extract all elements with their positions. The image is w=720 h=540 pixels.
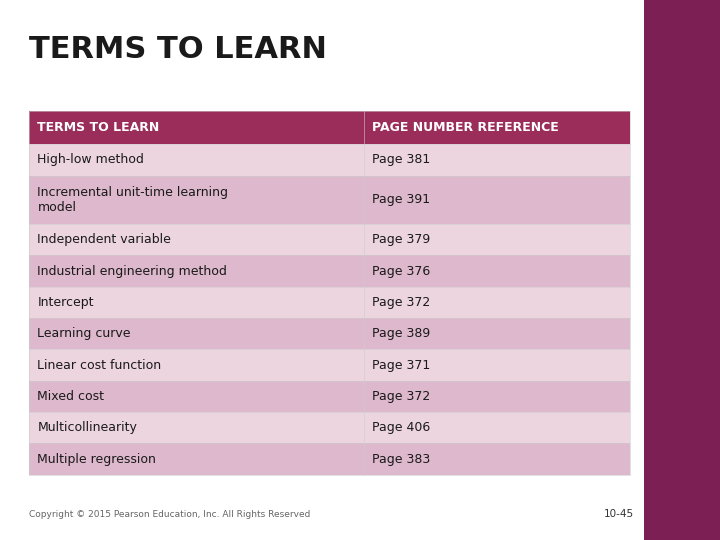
Text: Page 372: Page 372 — [372, 296, 431, 309]
Bar — [29, 443, 630, 475]
Bar — [29, 318, 630, 349]
Bar — [29, 224, 630, 255]
Text: Mixed cost: Mixed cost — [37, 390, 104, 403]
Text: High-low method: High-low method — [37, 153, 144, 166]
Text: Page 406: Page 406 — [372, 421, 431, 434]
Text: Copyright © 2015 Pearson Education, Inc. All Rights Reserved: Copyright © 2015 Pearson Education, Inc.… — [29, 510, 310, 519]
Bar — [29, 381, 630, 412]
Bar — [29, 111, 630, 475]
Text: Industrial engineering method: Industrial engineering method — [37, 265, 228, 278]
Bar — [29, 176, 630, 224]
Text: Page 381: Page 381 — [372, 153, 431, 166]
Text: 10-45: 10-45 — [603, 509, 634, 519]
Text: TERMS TO LEARN: TERMS TO LEARN — [29, 35, 327, 64]
Text: Intercept: Intercept — [37, 296, 94, 309]
Bar — [644, 0, 720, 540]
Bar — [29, 287, 630, 318]
Bar — [29, 412, 630, 443]
Text: Page 391: Page 391 — [372, 193, 431, 206]
Text: PAGE NUMBER REFERENCE: PAGE NUMBER REFERENCE — [372, 121, 559, 134]
Text: Incremental unit-time learning
model: Incremental unit-time learning model — [37, 186, 228, 214]
Bar — [29, 349, 630, 381]
Text: TERMS TO LEARN: TERMS TO LEARN — [37, 121, 160, 134]
Text: Page 379: Page 379 — [372, 233, 431, 246]
Text: Page 371: Page 371 — [372, 359, 431, 372]
Text: Page 383: Page 383 — [372, 453, 431, 465]
Text: Multiple regression: Multiple regression — [37, 453, 156, 465]
Text: Linear cost function: Linear cost function — [37, 359, 161, 372]
Text: Independent variable: Independent variable — [37, 233, 171, 246]
Bar — [29, 255, 630, 287]
Text: Page 389: Page 389 — [372, 327, 431, 340]
Bar — [29, 111, 630, 144]
Text: Learning curve: Learning curve — [37, 327, 131, 340]
Bar — [29, 144, 630, 176]
Text: Page 376: Page 376 — [372, 265, 431, 278]
Text: Page 372: Page 372 — [372, 390, 431, 403]
Text: Multicollinearity: Multicollinearity — [37, 421, 138, 434]
